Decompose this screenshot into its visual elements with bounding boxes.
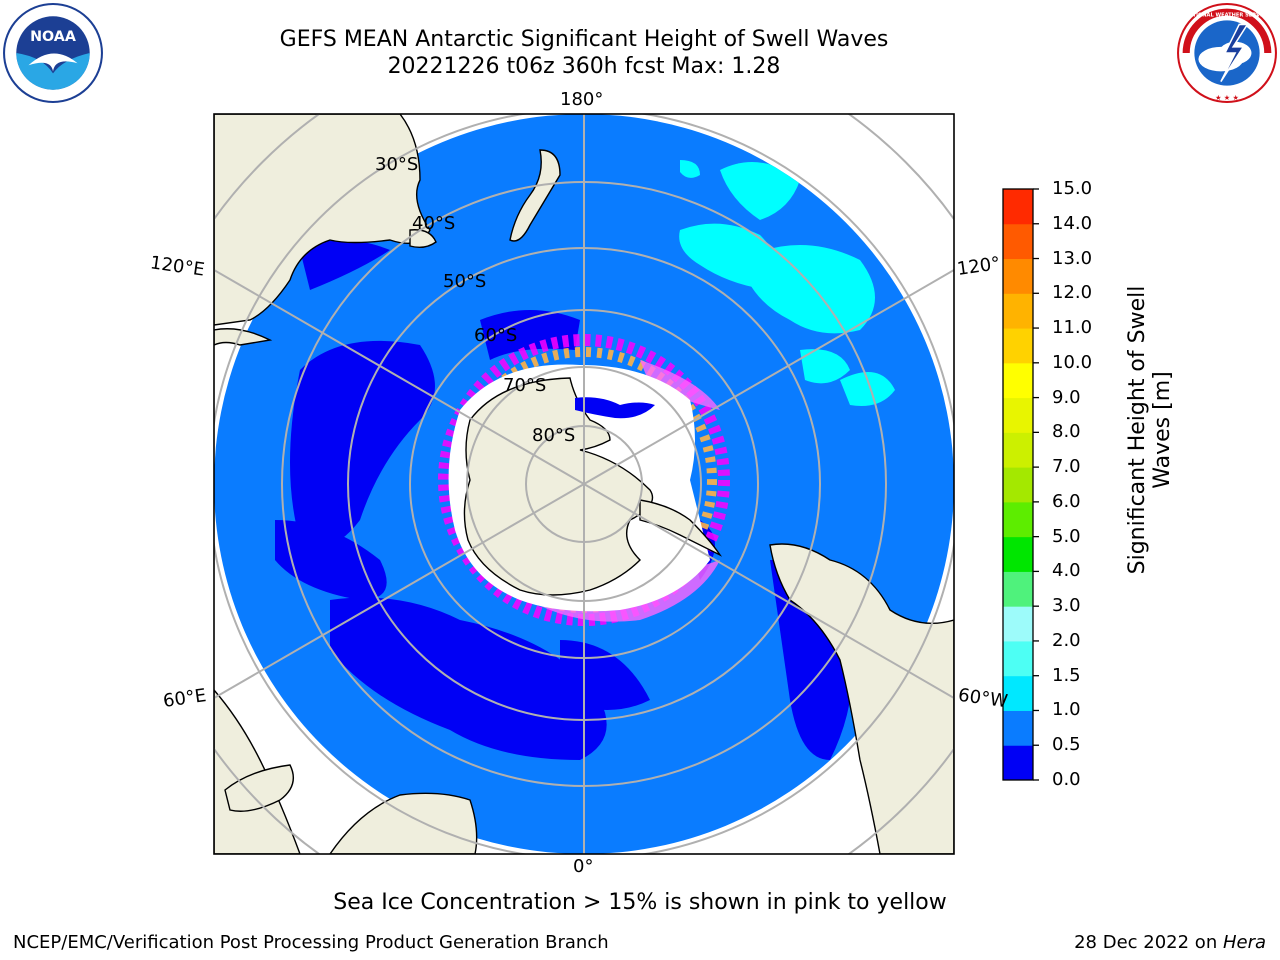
svg-text:★ ★ ★: ★ ★ ★ [1215,93,1239,102]
colorbar-tick-label: 11.0 [1052,317,1093,339]
colorbar-tick-label: 0.5 [1052,734,1081,756]
colorbar-frame [1002,188,1034,781]
footer-machine: Hera [1222,932,1266,953]
high-swell-regions [679,160,895,406]
lat-label-80s: 80°S [532,425,575,446]
colorbar-tick-label: 14.0 [1052,212,1093,234]
colorbar-title-line-2: Waves [m] [1150,371,1175,489]
colorbar-tick-label: 0.0 [1052,769,1081,790]
colorbar-tick-label: 15.0 [1052,178,1093,199]
lat-label-40s: 40°S [412,213,455,234]
colorbar-segment [1003,223,1033,260]
footer-date: 28 Dec 2022 on Hera [1074,932,1266,953]
australia-south-coast [214,328,273,346]
continents [214,114,954,854]
colorbar-title-line-1: Significant Height of Swell [1125,285,1150,575]
lat-label-50s: 50°S [443,271,486,292]
colorbar-segment [1003,501,1033,538]
title-line-1: GEFS MEAN Antarctic Significant Height o… [279,27,889,52]
madagascar-landmass [224,764,294,812]
footer-branch: NCEP/EMC/Verification Post Processing Pr… [13,932,609,953]
colorbar-tick-label: 9.0 [1052,386,1081,408]
colorbar-segment [1003,397,1033,433]
footer-date-text: 28 Dec 2022 on [1074,932,1223,953]
lat-label-70s: 70°S [503,375,546,396]
colorbar-segment [1003,467,1033,503]
colorbar-segment [1003,432,1033,468]
antarctic-peninsula [639,499,723,557]
colorbar-tick-label: 6.0 [1052,490,1081,512]
lon-label-180: 180° [560,89,604,110]
colorbar-segment [1003,606,1033,642]
colorbar-tick-label: 10.0 [1052,351,1093,373]
colorbar-segment [1003,571,1033,607]
australia-landmass [214,114,431,326]
noaa-logo-text: NOAA [30,29,76,45]
latitude-labels: 30°S 40°S 50°S 60°S 70°S 80°S [375,154,575,446]
ross-sea-gap [575,397,655,419]
colorbar-tick-label: 7.0 [1052,456,1081,478]
colorbar [1002,188,1039,781]
colorbar-tick-label: 1.5 [1052,664,1081,686]
new-zealand-landmass [509,149,561,242]
colorbar-segment [1003,640,1033,677]
africa-south-landmass [329,792,478,854]
lat-label-60s: 60°S [474,325,517,346]
colorbar-segment [1003,189,1033,225]
antarctica-landmass [463,377,654,596]
colorbar-segment [1003,258,1033,294]
colorbar-segment [1003,745,1033,781]
graticule [214,114,954,854]
colorbar-tick-label: 13.0 [1052,247,1093,269]
colorbar-tick-label: 3.0 [1052,595,1081,617]
lat-label-30s: 30°S [375,154,418,175]
lon-label-0: 0° [573,856,594,877]
colorbar-tick-label: 4.0 [1052,560,1081,582]
colorbar-title: Significant Height of Swell Waves [m] [1125,280,1175,580]
colorbar-segment [1003,328,1033,364]
title-line-2: 20221226 t06z 360h fcst Max: 1.28 [387,54,781,79]
colorbar-tick-label: 12.0 [1052,282,1093,304]
colorbar-segment [1003,675,1033,711]
nws-logo-text: NATIONAL WEATHER SERVICE [1185,12,1270,18]
noaa-logo: NOAA [3,3,103,103]
colorbar-tick-label: 5.0 [1052,525,1081,547]
nws-logo: ★ ★ ★ NATIONAL WEATHER SERVICE [1177,3,1277,103]
colorbar-segment [1003,293,1033,329]
colorbar-tick-label: 8.0 [1052,421,1081,443]
colorbar-tick-label: 1.0 [1052,699,1081,721]
colorbar-segment [1003,362,1033,399]
colorbar-tick-label: 2.0 [1052,629,1081,651]
map-frame [213,113,955,855]
colorbar-segment [1003,536,1033,572]
sea-ice-note: Sea Ice Concentration > 15% is shown in … [333,890,947,915]
colorbar-segment [1003,710,1033,746]
